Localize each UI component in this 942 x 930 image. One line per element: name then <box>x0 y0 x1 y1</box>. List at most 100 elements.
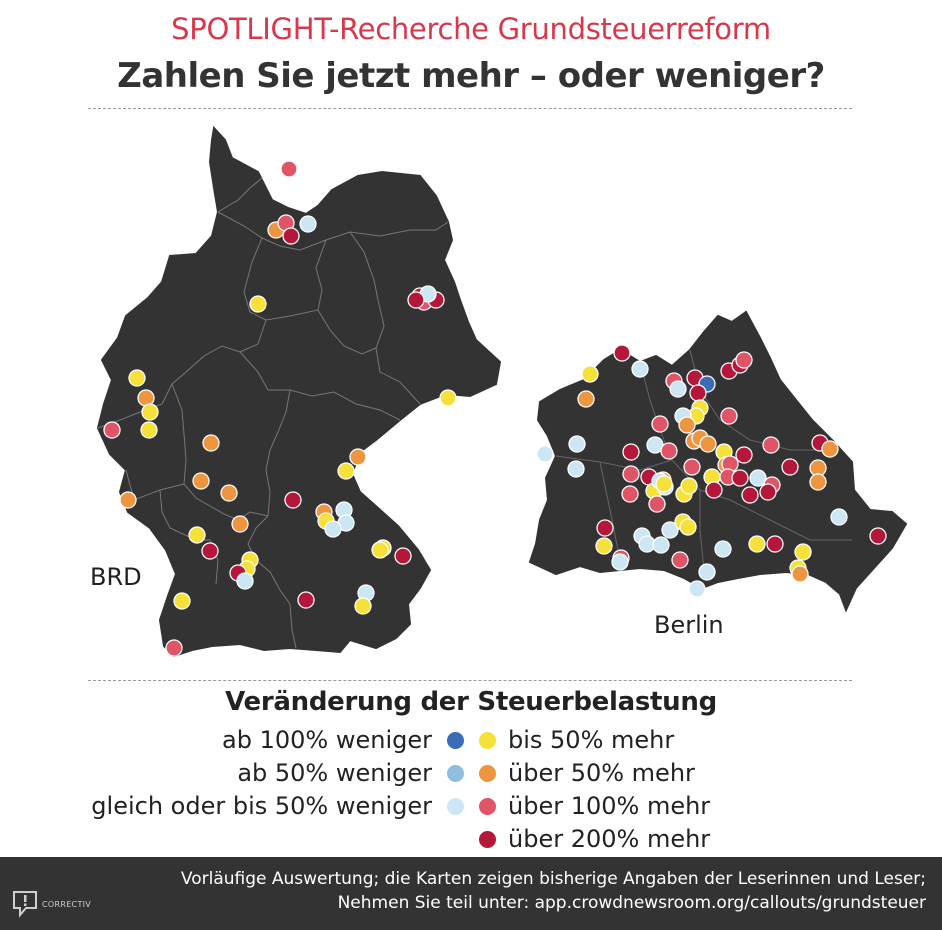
kicker: SPOTLIGHT-Recherche Grundsteuerreform <box>171 12 771 46</box>
page-title: Zahlen Sie jetzt mehr – oder weniger? <box>117 56 825 96</box>
map-point <box>821 440 839 458</box>
map-point <box>165 639 183 657</box>
germany-label: BRD <box>90 563 142 591</box>
map-point <box>741 486 759 504</box>
map-point <box>249 295 267 313</box>
map-point <box>631 360 649 378</box>
legend-swatch-light-blue <box>446 797 465 816</box>
map-point <box>735 446 753 464</box>
legend-divider <box>88 680 852 681</box>
map-point <box>683 458 701 476</box>
map-point <box>349 448 367 466</box>
map-point <box>680 477 698 495</box>
map-point <box>714 540 732 558</box>
map-point <box>678 416 696 434</box>
map-point <box>622 443 640 461</box>
legend-label-ueber-200-mehr: über 200% mehr <box>508 825 711 853</box>
map-point <box>337 462 355 480</box>
map-point <box>567 460 585 478</box>
map-point <box>809 473 827 491</box>
map-point <box>794 543 812 561</box>
map-point <box>568 435 586 453</box>
map-point <box>688 580 706 598</box>
legend-swatch-yellow <box>478 731 497 750</box>
map-point <box>621 485 639 503</box>
map-point <box>173 592 191 610</box>
berlin-points <box>536 344 887 598</box>
map-point <box>652 536 670 554</box>
legend-title: Veränderung der Steuerbelastung <box>225 687 717 717</box>
map-point <box>577 390 595 408</box>
map-point <box>705 481 723 499</box>
map-point <box>140 421 158 439</box>
map-point <box>202 434 220 452</box>
map-point <box>297 591 315 609</box>
berlin-map <box>528 310 908 613</box>
map-point <box>324 520 342 538</box>
map-point <box>869 527 887 545</box>
map-point <box>128 369 146 387</box>
map-point <box>581 365 599 383</box>
map-point <box>671 551 689 569</box>
map-point <box>536 445 554 463</box>
logo-text: CORRECTIV <box>42 900 92 909</box>
footer-line-2: Nehmen Sie teil unter: app.crowdnewsroom… <box>337 893 926 913</box>
map-point <box>669 380 687 398</box>
map-point <box>141 403 159 421</box>
map-point <box>595 537 613 555</box>
speech-bubble-exclamation-icon <box>12 890 38 922</box>
map-point <box>766 535 784 553</box>
map-point <box>284 491 302 509</box>
map-point <box>439 389 457 407</box>
map-point <box>648 495 666 513</box>
map-point <box>611 553 629 571</box>
map-point <box>660 442 678 460</box>
top-divider <box>88 108 852 109</box>
footer-line-1: Vorläufige Auswertung; die Karten zeigen… <box>180 869 926 889</box>
map-point <box>236 572 254 590</box>
map-point <box>280 160 298 178</box>
map-point <box>371 541 389 559</box>
germany-points <box>103 160 457 657</box>
map-point <box>407 291 425 309</box>
legend-label-ueber-100-mehr: über 100% mehr <box>508 792 711 820</box>
maps-graphic <box>96 125 908 658</box>
map-point <box>119 491 137 509</box>
map-point <box>762 436 780 454</box>
map-point <box>655 475 673 493</box>
legend-swatch-orange <box>478 764 497 783</box>
map-point <box>679 518 697 536</box>
legend-label-ab-50-weniger: ab 50% weniger <box>237 759 432 787</box>
map-point <box>699 435 717 453</box>
map-point <box>220 484 238 502</box>
map-point <box>299 215 317 233</box>
map-point <box>748 535 766 553</box>
footer-note: Vorläufige Auswertung; die Karten zeigen… <box>181 867 926 915</box>
legend-swatch-crimson <box>478 830 497 849</box>
map-point <box>791 565 809 583</box>
legend-label-gleich: gleich oder bis 50% weniger <box>91 792 432 820</box>
map-point <box>282 227 300 245</box>
map-point <box>231 515 249 533</box>
map-point <box>698 563 716 581</box>
map-point <box>720 407 738 425</box>
map-point <box>830 508 848 526</box>
map-point <box>596 519 614 537</box>
map-point <box>781 458 799 476</box>
map-point <box>192 472 210 490</box>
legend-swatch-dark-blue <box>446 731 465 750</box>
map-point <box>188 526 206 544</box>
berlin-label: Berlin <box>654 611 724 639</box>
map-point <box>103 421 121 439</box>
map-point <box>201 542 219 560</box>
map-point <box>651 415 669 433</box>
map-point <box>689 384 707 402</box>
legend-label-bis-50-mehr: bis 50% mehr <box>508 726 675 754</box>
map-point <box>731 469 749 487</box>
map-point <box>622 465 640 483</box>
legend-label-ab-100-weniger: ab 100% weniger <box>222 726 432 754</box>
footer: CORRECTIV Vorläufige Auswertung; die Kar… <box>0 857 942 930</box>
legend-label-ueber-50-mehr: über 50% mehr <box>508 759 695 787</box>
map-point <box>354 597 372 615</box>
map-point <box>759 483 777 501</box>
